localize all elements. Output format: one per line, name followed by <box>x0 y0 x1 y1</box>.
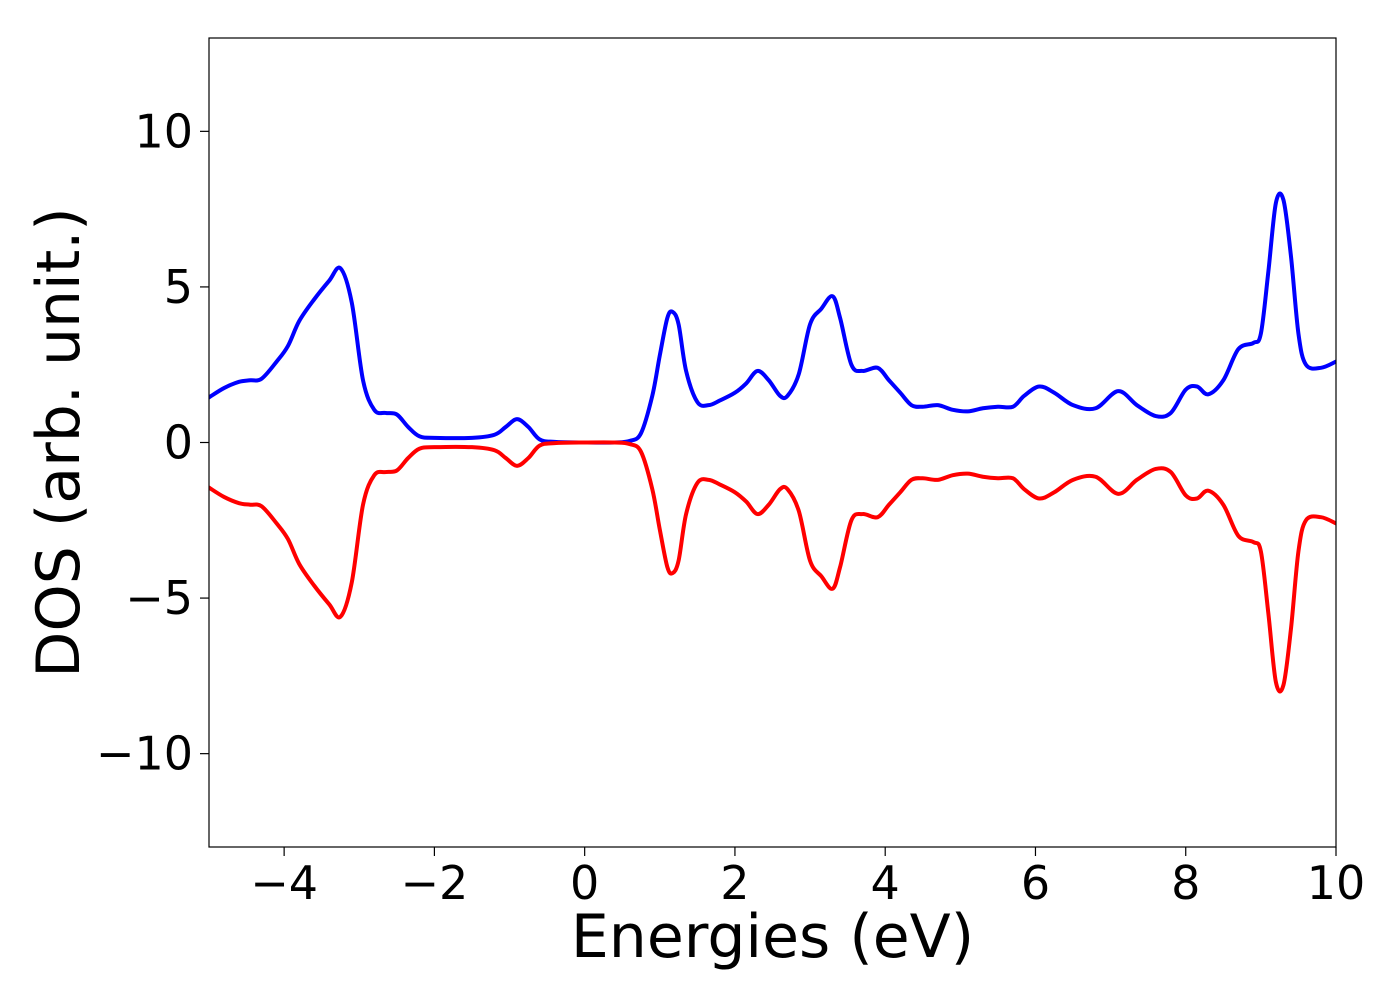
plot-frame <box>208 37 1337 848</box>
x-tick-label: −4 <box>250 856 318 910</box>
y-tick-label: 10 <box>134 104 193 158</box>
y-tick-label: 0 <box>164 416 193 470</box>
spin-up-dos-line <box>209 191 1336 445</box>
x-tick-label: 6 <box>1021 856 1050 910</box>
tick-layer: −4 −2 0 2 4 6 8 10 −10 −5 0 5 10 <box>96 104 1365 910</box>
x-tick-label: −2 <box>400 856 468 910</box>
series-layer <box>209 191 1336 694</box>
y-tick-label: 5 <box>164 260 193 314</box>
x-axis-title: Energies (eV) <box>571 902 974 972</box>
y-tick-label: −5 <box>125 571 193 625</box>
x-tick-label: 2 <box>720 856 749 910</box>
x-tick-label: 4 <box>871 856 900 910</box>
x-tick-label: 8 <box>1171 856 1200 910</box>
spin-down-dos-line <box>209 440 1336 694</box>
x-tick-label: 10 <box>1307 856 1366 910</box>
y-axis-title: DOS (arb. unit.) <box>24 207 94 677</box>
y-tick-label: −10 <box>96 727 193 781</box>
x-tick-label: 0 <box>570 856 599 910</box>
